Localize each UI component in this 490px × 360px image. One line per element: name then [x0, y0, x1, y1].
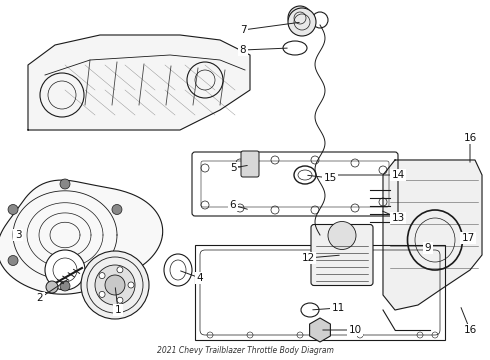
Text: 11: 11 — [331, 303, 344, 313]
Circle shape — [288, 8, 316, 36]
Text: 6: 6 — [230, 200, 236, 210]
Text: 13: 13 — [392, 213, 405, 223]
Circle shape — [45, 250, 85, 290]
Text: 2021 Chevy Trailblazer Throttle Body Diagram: 2021 Chevy Trailblazer Throttle Body Dia… — [157, 346, 333, 355]
Text: 7: 7 — [240, 25, 246, 35]
Circle shape — [46, 281, 58, 293]
Circle shape — [128, 282, 134, 288]
Circle shape — [328, 221, 356, 249]
Circle shape — [60, 179, 70, 189]
Text: 3: 3 — [15, 230, 21, 240]
Polygon shape — [28, 35, 250, 130]
Polygon shape — [383, 160, 482, 310]
Circle shape — [99, 291, 105, 297]
FancyBboxPatch shape — [311, 225, 373, 285]
FancyBboxPatch shape — [241, 151, 259, 177]
Circle shape — [112, 256, 122, 266]
Text: 4: 4 — [196, 273, 203, 283]
Circle shape — [99, 273, 105, 279]
Text: 5: 5 — [230, 163, 236, 173]
Text: 8: 8 — [240, 45, 246, 55]
Circle shape — [117, 267, 123, 273]
Text: 14: 14 — [392, 170, 405, 180]
Text: 2: 2 — [37, 293, 43, 303]
Circle shape — [288, 6, 312, 30]
Text: 16: 16 — [464, 133, 477, 143]
Text: 10: 10 — [348, 325, 362, 335]
Circle shape — [112, 204, 122, 215]
Circle shape — [105, 275, 125, 295]
Polygon shape — [310, 318, 330, 342]
Circle shape — [117, 297, 123, 303]
Bar — [195, 245, 445, 340]
Circle shape — [95, 265, 135, 305]
Polygon shape — [0, 180, 163, 294]
Text: 17: 17 — [462, 233, 475, 243]
Circle shape — [60, 281, 70, 291]
Circle shape — [8, 256, 18, 266]
Circle shape — [8, 204, 18, 215]
Text: 15: 15 — [323, 173, 337, 183]
Text: 9: 9 — [425, 243, 431, 253]
Text: 12: 12 — [301, 253, 315, 263]
Text: 1: 1 — [115, 305, 122, 315]
Circle shape — [81, 251, 149, 319]
Text: 16: 16 — [464, 325, 477, 335]
